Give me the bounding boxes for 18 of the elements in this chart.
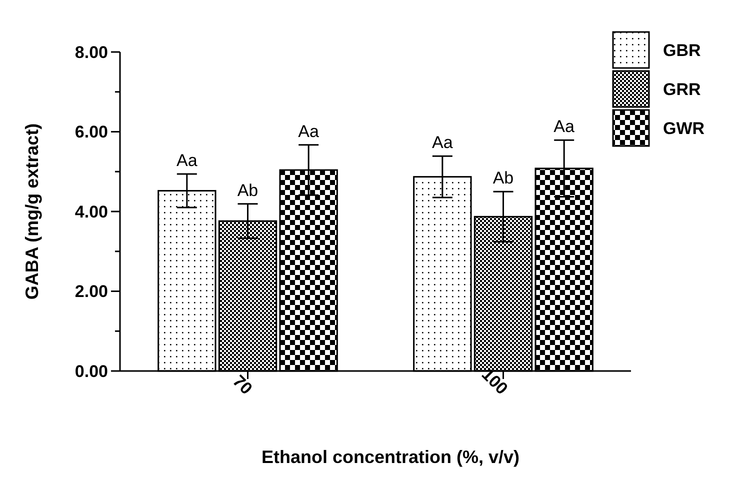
y-tick-label: 6.00	[74, 122, 108, 142]
data-label: Aa	[176, 151, 198, 170]
legend-label: GRR	[663, 80, 701, 99]
x-tick-label: 100	[478, 364, 512, 398]
data-label: Aa	[298, 122, 320, 141]
y-tick-label: 0.00	[74, 362, 108, 381]
x-tick-label: 70	[229, 372, 256, 398]
y-tick-label: 8.00	[74, 42, 108, 62]
legend-label: GBR	[663, 40, 701, 60]
data-label: Aa	[554, 117, 576, 136]
x-axis-title: Ethanol concentration (%, v/v)	[261, 447, 520, 467]
y-tick-label: 4.00	[74, 202, 108, 222]
legend-label: GWR	[663, 118, 705, 138]
y-tick-label: 2.00	[74, 282, 108, 302]
data-label: Aa	[432, 133, 454, 152]
data-label: Ab	[237, 180, 258, 200]
y-axis-title: GABA (mg/g extract)	[22, 123, 42, 300]
data-label: Ab	[492, 168, 514, 188]
